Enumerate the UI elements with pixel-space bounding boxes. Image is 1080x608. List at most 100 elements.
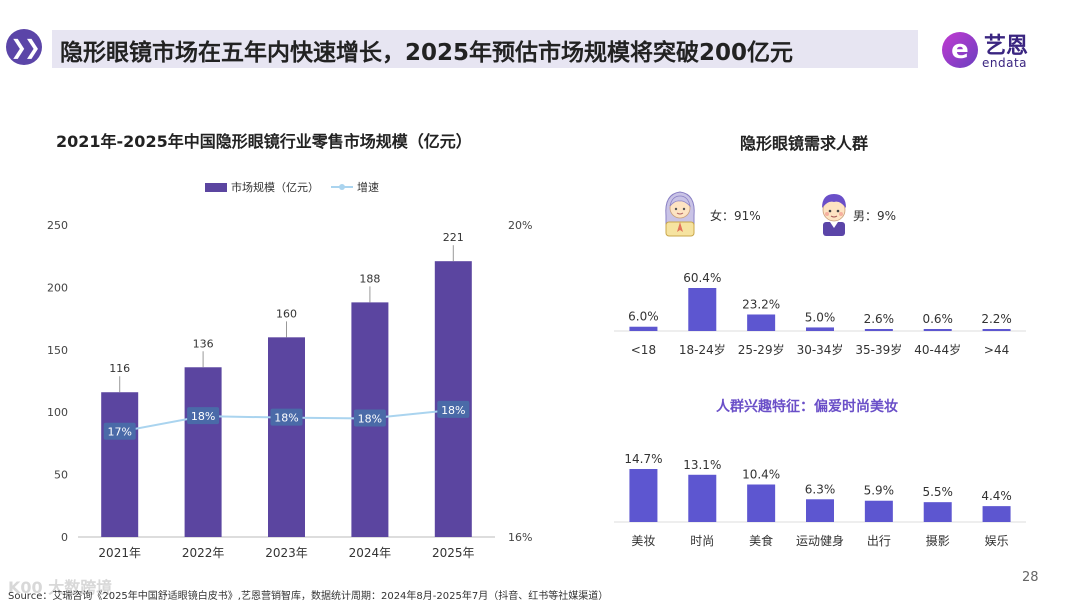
interest-value-label: 5.9% [864, 484, 895, 498]
title-background [52, 30, 918, 68]
growth-label: 18% [358, 412, 382, 425]
age-bar [629, 326, 658, 331]
age-value-label: 0.6% [922, 312, 953, 326]
age-category-label: 30-34岁 [797, 342, 844, 357]
y-right-tick-label: 20% [508, 219, 532, 232]
interest-value-label: 6.3% [805, 482, 836, 496]
y-left-tick-label: 0 [61, 531, 68, 544]
age-bar [747, 314, 776, 331]
interest-category-label: 娱乐 [985, 534, 1009, 548]
age-value-label: 2.6% [864, 312, 895, 326]
age-value-label: 2.2% [981, 312, 1012, 326]
interest-bar [982, 506, 1011, 522]
interest-category-label: 运动健身 [796, 533, 844, 548]
age-bar [688, 288, 717, 331]
bar-value-label: 116 [109, 362, 130, 375]
interest-bar [747, 484, 776, 522]
interest-bar [688, 474, 717, 522]
interest-category-label: 时尚 [690, 534, 714, 548]
y-left-tick-label: 100 [47, 406, 68, 419]
endata-logo: e 艺恩 endata [942, 28, 1052, 72]
age-value-label: 23.2% [742, 297, 780, 311]
growth-label-bg [437, 400, 470, 418]
growth-label: 18% [274, 412, 298, 425]
legend-bar-swatch [205, 182, 227, 192]
y-right-tick-label: 16% [508, 531, 532, 544]
left-chart-title: 2021年-2025年中国隐形眼镜行业零售市场规模（亿元） [56, 132, 472, 151]
legend-line-label: 增速 [357, 181, 379, 194]
age-bar [923, 329, 952, 331]
age-category-label: 18-24岁 [679, 342, 726, 357]
age-category-label: >44 [984, 343, 1009, 357]
right-title: 隐形眼镜需求人群 [740, 134, 869, 153]
legend-line-swatch [331, 184, 353, 190]
age-value-label: 5.0% [805, 310, 836, 324]
female-group [660, 186, 700, 242]
interest-category-label: 摄影 [926, 533, 950, 548]
interest-category-label: 美妆 [631, 534, 655, 548]
logo-text-cn: 艺恩 [984, 34, 1029, 59]
female-avatar-icon [665, 191, 695, 237]
male-group [814, 188, 854, 242]
x-tick-label: 2025年 [432, 546, 475, 560]
age-category-label: 40-44岁 [914, 342, 961, 357]
growth-label-bg [187, 407, 220, 425]
male-label: 男：9% [853, 209, 897, 223]
interest-value-label: 14.7% [624, 452, 662, 466]
bar-value-label: 160 [276, 307, 297, 320]
interest-bar [806, 499, 834, 522]
market-size-bar [268, 337, 305, 537]
source-note: Source：艾瑞咨询《2025年中国舒适眼镜白皮书》,艺恩营销智库，数据统计周… [8, 591, 609, 602]
age-value-label: 60.4% [683, 271, 721, 285]
market-size-bar [184, 367, 222, 537]
interest-category-label: 美食 [749, 533, 773, 548]
legend-bar-label: 市场规模（亿元） [231, 181, 319, 194]
x-tick-label: 2024年 [349, 546, 392, 560]
x-tick-label: 2022年 [182, 546, 225, 560]
interest-bar [629, 469, 658, 522]
x-tick-label: 2023年 [265, 546, 308, 560]
market-size-bar [101, 392, 139, 537]
y-left-tick-label: 250 [47, 219, 68, 232]
female-label: 女：91% [710, 209, 761, 223]
bar-value-label: 221 [443, 231, 464, 244]
header-banner: ❯❯ 隐形眼镜市场在五年内快速增长，2025年预估市场规模将突破200亿元 e … [0, 26, 1080, 72]
y-left-tick-label: 200 [47, 281, 68, 294]
interest-category-label: 出行 [867, 534, 891, 548]
y-left-tick-label: 50 [54, 469, 68, 482]
age-category-label: 35-39岁 [855, 342, 902, 357]
age-bar [864, 329, 893, 331]
growth-label-bg [270, 408, 303, 426]
logo-text-en: endata [982, 56, 1028, 70]
market-size-bar [434, 261, 472, 537]
chart-legend: 市场规模（亿元） 增速 [205, 179, 379, 195]
interest-bar [923, 502, 952, 522]
growth-label: 17% [107, 426, 131, 439]
x-tick-label: 2021年 [98, 546, 141, 560]
interest-value-label: 5.5% [922, 485, 953, 499]
watermark: K00 大数跨境 [8, 578, 113, 597]
chevron-right-icon: ❯❯ [6, 29, 42, 65]
age-value-label: 6.0% [628, 310, 659, 324]
page-number: 28 [1022, 570, 1039, 585]
age-category-label: 25-29岁 [738, 342, 785, 357]
logo-mark-icon: e [942, 32, 978, 68]
y-left-tick-label: 150 [47, 344, 68, 357]
interest-title: 人群兴趣特征：偏爱时尚美妆 [716, 399, 898, 415]
interest-value-label: 4.4% [981, 489, 1012, 503]
growth-label: 18% [441, 404, 465, 417]
interest-value-label: 10.4% [742, 468, 780, 482]
interest-bar [864, 500, 893, 522]
age-bar [806, 327, 834, 331]
male-avatar-icon [822, 194, 846, 236]
age-bar [982, 329, 1011, 331]
age-category-label: <18 [631, 343, 656, 357]
growth-label-bg [353, 409, 386, 427]
page-title: 隐形眼镜市场在五年内快速增长，2025年预估市场规模将突破200亿元 [60, 40, 794, 66]
bar-value-label: 136 [193, 337, 214, 350]
growth-label-bg [103, 422, 136, 440]
bar-value-label: 188 [359, 272, 380, 285]
interest-value-label: 13.1% [683, 458, 721, 472]
growth-label: 18% [191, 410, 215, 423]
